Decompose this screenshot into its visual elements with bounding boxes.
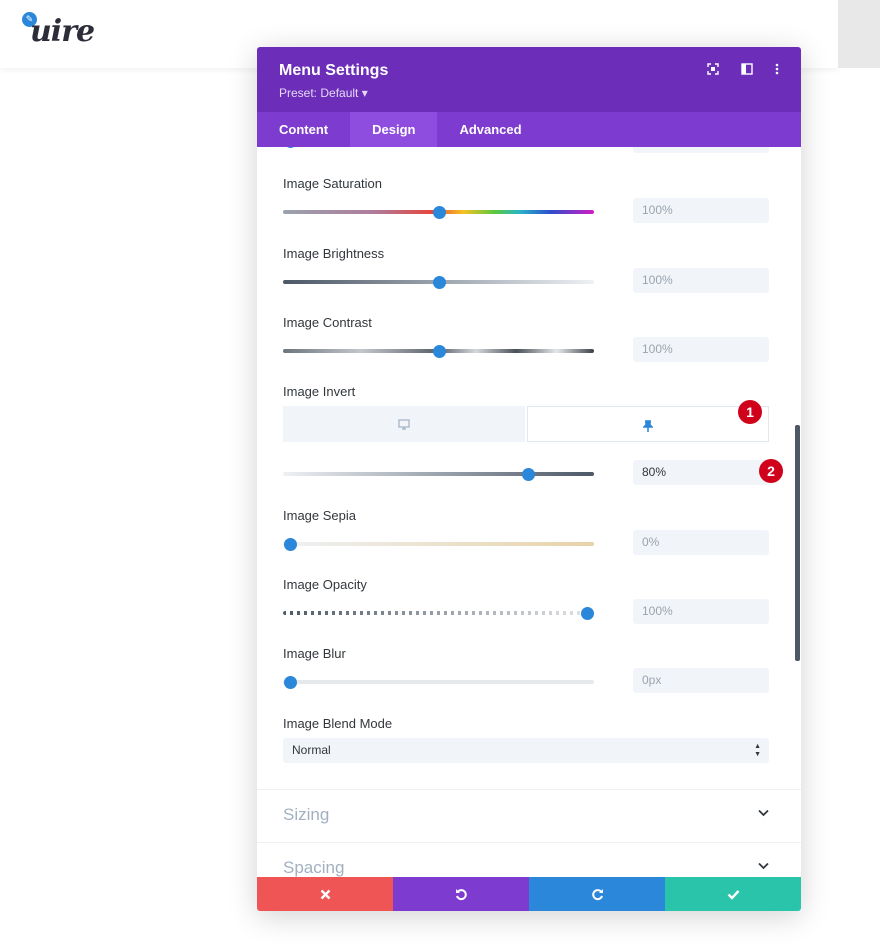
header-side-panel: [838, 0, 880, 68]
blend-mode-value: Normal: [292, 743, 331, 757]
save-button[interactable]: [665, 877, 801, 911]
tab-content[interactable]: Content: [279, 122, 329, 137]
blend-mode-select[interactable]: Normal ▲ ▼: [283, 738, 769, 763]
settings-tabs: Content Design Advanced: [257, 112, 801, 147]
contrast-label: Image Contrast: [283, 315, 372, 330]
desktop-icon: [398, 417, 410, 431]
tab-advanced[interactable]: Advanced: [459, 122, 522, 137]
close-icon: [320, 885, 331, 902]
modal-footer: [257, 877, 801, 911]
previous-value-input[interactable]: [633, 147, 769, 153]
invert-input[interactable]: 80%: [633, 460, 769, 485]
check-icon: [727, 885, 740, 902]
blur-slider-track[interactable]: [283, 680, 594, 684]
expand-icon[interactable]: [705, 63, 721, 79]
chevron-down-icon: [758, 806, 769, 820]
opacity-slider-track[interactable]: [283, 611, 594, 615]
invert-slider-track[interactable]: [283, 472, 594, 476]
logo-text: uire: [30, 14, 95, 49]
brightness-input[interactable]: 100%: [633, 268, 769, 293]
redo-button[interactable]: [529, 877, 665, 911]
saturation-input[interactable]: 100%: [633, 198, 769, 223]
saturation-slider-knob[interactable]: [432, 206, 446, 219]
sizing-section[interactable]: Sizing: [257, 789, 801, 841]
contrast-slider-knob[interactable]: [432, 345, 446, 358]
sepia-slider-knob[interactable]: [284, 538, 297, 551]
annotation-badge-2: 2: [759, 459, 783, 483]
blur-slider-knob[interactable]: [284, 676, 297, 689]
hover-toggle-button[interactable]: [527, 406, 769, 442]
annotation-badge-1: 1: [738, 400, 762, 424]
redo-icon: [591, 885, 604, 902]
undo-icon: [455, 885, 468, 902]
undo-button[interactable]: [393, 877, 529, 911]
brightness-label: Image Brightness: [283, 246, 385, 261]
sepia-label: Image Sepia: [283, 508, 356, 523]
blend-mode-label: Image Blend Mode: [283, 716, 393, 731]
select-arrows-icon: ▲ ▼: [754, 743, 761, 758]
sepia-input[interactable]: 0%: [633, 530, 769, 555]
sizing-section-title: Sizing: [283, 805, 330, 824]
invert-slider-knob[interactable]: [521, 468, 535, 481]
saturation-label: Image Saturation: [283, 176, 383, 191]
cancel-button[interactable]: [257, 877, 393, 911]
split-view-icon[interactable]: [739, 63, 755, 79]
modal-title: Menu Settings: [279, 62, 389, 79]
previous-slider-knob[interactable]: [284, 147, 297, 148]
spacing-section-title: Spacing: [283, 858, 345, 877]
desktop-toggle-button[interactable]: [283, 406, 525, 442]
opacity-slider-knob[interactable]: [581, 607, 594, 620]
pin-icon: [642, 418, 654, 432]
spacing-section[interactable]: Spacing: [257, 842, 801, 877]
sepia-slider-track[interactable]: [283, 542, 594, 546]
opacity-input[interactable]: 100%: [633, 599, 769, 624]
opacity-label: Image Opacity: [283, 577, 367, 592]
tab-design[interactable]: Design: [350, 112, 438, 147]
content-scrollbar[interactable]: [795, 425, 800, 661]
more-options-icon[interactable]: [769, 63, 785, 79]
preset-dropdown[interactable]: Preset: Default ▾: [279, 86, 368, 100]
contrast-input[interactable]: 100%: [633, 337, 769, 362]
brightness-slider-knob[interactable]: [432, 276, 446, 289]
settings-content: Image Saturation 100% Image Brightness 1…: [257, 147, 801, 877]
menu-settings-modal: Menu Settings Preset: Default ▾ Content …: [257, 47, 801, 911]
blur-input[interactable]: 0px: [633, 668, 769, 693]
invert-label: Image Invert: [283, 384, 356, 399]
pencil-icon: ✎: [22, 12, 37, 27]
chevron-down-icon: [758, 859, 769, 873]
blur-label: Image Blur: [283, 646, 346, 661]
device-toggle: [283, 406, 769, 442]
modal-header: Menu Settings Preset: Default ▾: [257, 47, 801, 112]
